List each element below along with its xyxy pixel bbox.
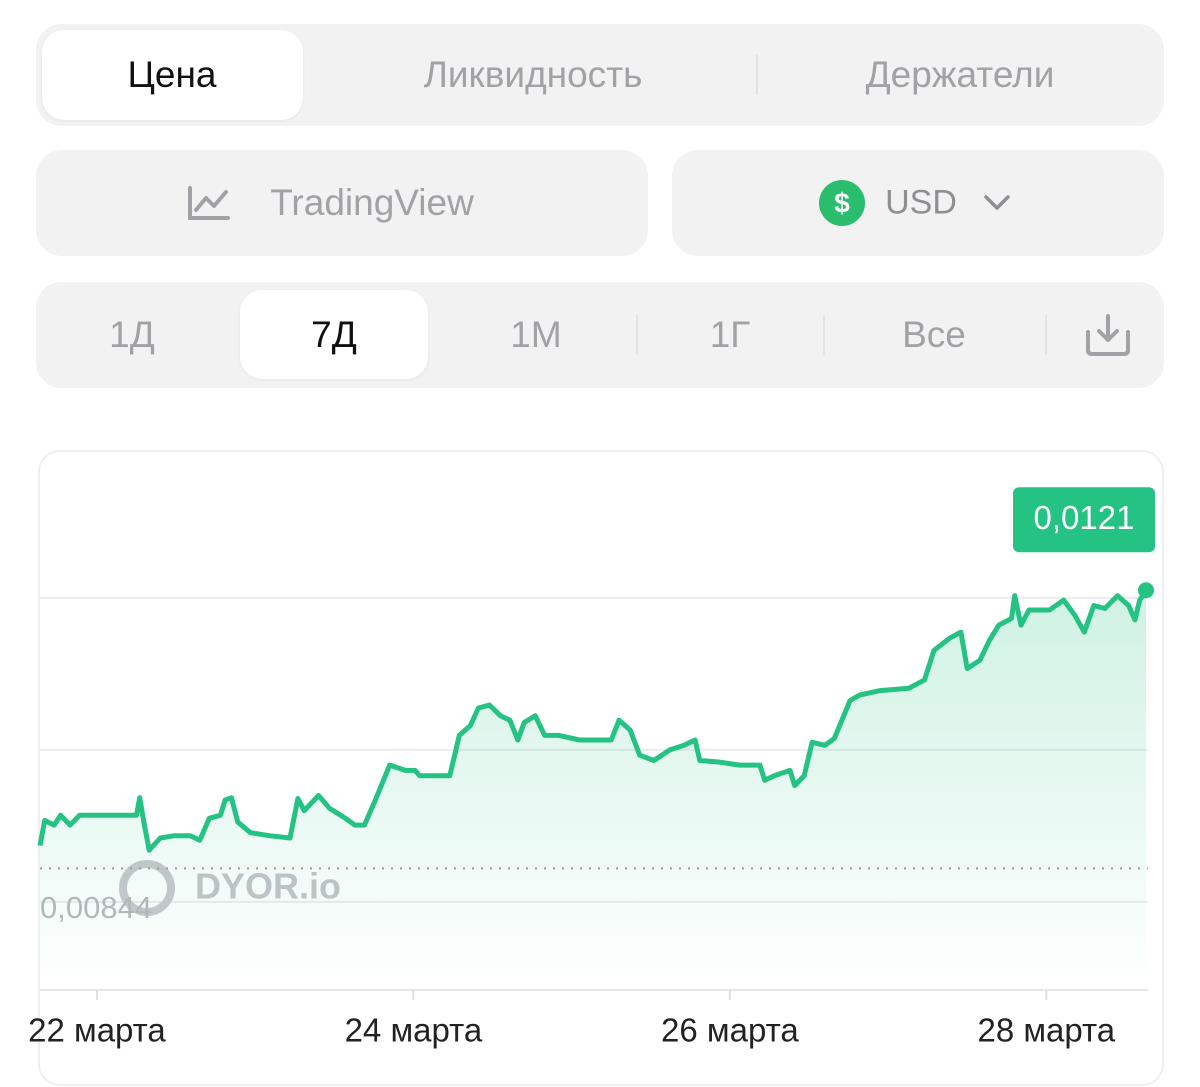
period[interactable]: 7Д: [311, 314, 357, 355]
period[interactable]: Все: [902, 314, 966, 355]
current-price-badge: [1013, 487, 1155, 553]
x-tick-label: 24 марта: [345, 1012, 483, 1049]
period[interactable]: 1М: [510, 314, 562, 355]
tradingview-button[interactable]: [36, 150, 648, 256]
chevron: [984, 195, 1010, 210]
currency-code[interactable]: USD: [885, 183, 957, 222]
chart-card: [38, 450, 1164, 1086]
separator: [756, 55, 758, 95]
separator: [1045, 315, 1047, 355]
area-fill: [40, 590, 1146, 990]
period[interactable]: 1Г: [709, 314, 751, 355]
tab[interactable]: Ликвидность: [423, 54, 643, 95]
x-tick-label: 22 марта: [28, 1012, 166, 1049]
tab[interactable]: Цена: [127, 54, 217, 95]
x-tick-label: 26 марта: [661, 1012, 799, 1049]
currency-symbol: $: [834, 187, 850, 218]
separator: [636, 315, 638, 355]
currency-select[interactable]: [672, 150, 1164, 256]
period[interactable]: 1Д: [109, 314, 155, 355]
tab[interactable]: Держатели: [865, 54, 1055, 95]
current-price-label: 0,0121: [1034, 499, 1135, 536]
active-tab[interactable]: [42, 30, 303, 120]
last-point: [1138, 582, 1154, 599]
chart-icon: [188, 186, 230, 220]
download-icon[interactable]: [1084, 312, 1132, 358]
tradingview-label[interactable]: TradingView: [270, 182, 474, 223]
active-period[interactable]: [240, 290, 428, 379]
currency-icon: $: [819, 180, 865, 226]
separator: [823, 315, 825, 355]
x-tick-label: 28 марта: [977, 1012, 1115, 1049]
price-line: [37, 588, 1149, 853]
period-bar: [36, 282, 1164, 388]
